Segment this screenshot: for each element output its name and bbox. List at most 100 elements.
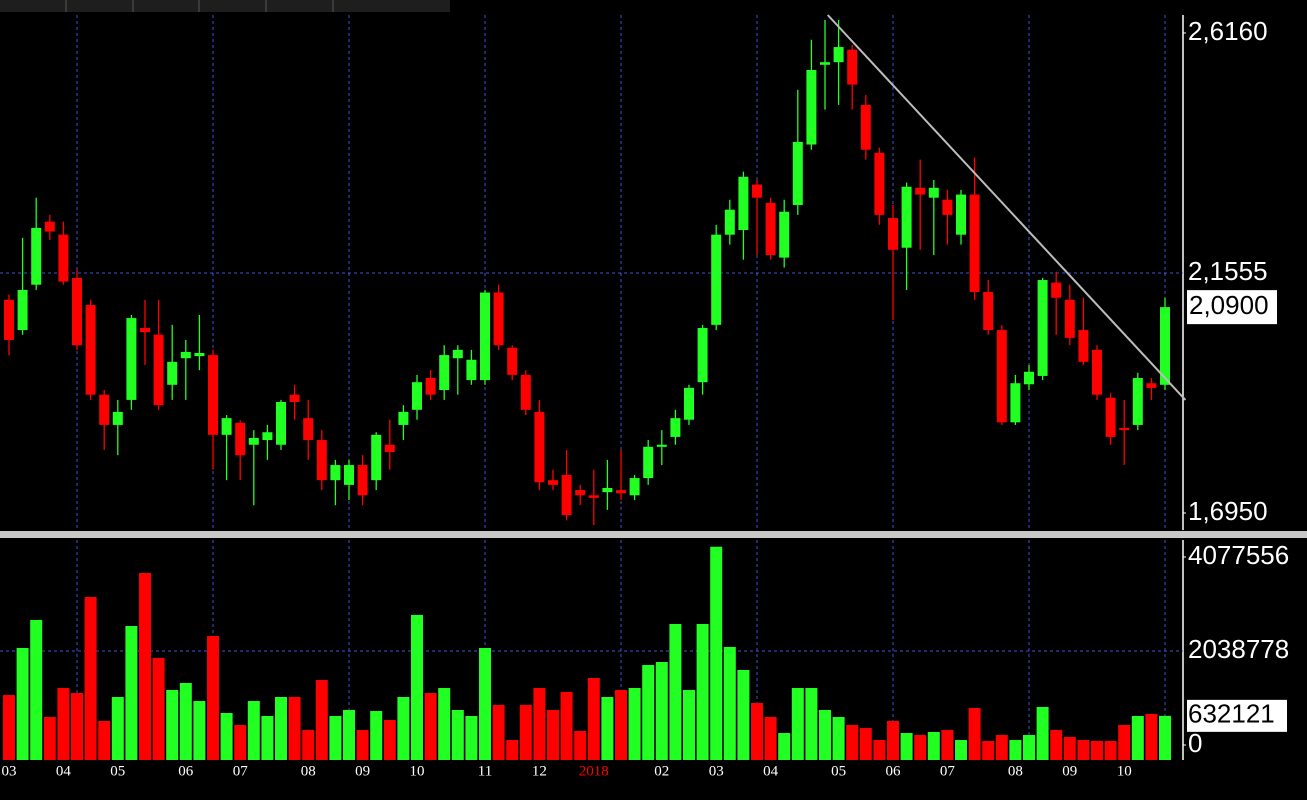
volume-bar — [683, 689, 695, 760]
candle-body — [820, 62, 830, 65]
candle-body — [629, 478, 640, 496]
x-tick-label: 03 — [709, 763, 724, 779]
toolbar — [0, 0, 450, 12]
volume-bar — [383, 720, 396, 760]
volume-bar — [506, 740, 519, 760]
candle-body — [1010, 383, 1021, 423]
volume-bar — [914, 734, 927, 760]
x-tick-label: 10 — [410, 763, 425, 779]
volume-bar — [655, 662, 668, 760]
volume-bar — [247, 701, 260, 760]
volume-bar — [43, 717, 56, 760]
x-tick-label: 05 — [831, 763, 846, 779]
volume-bar — [791, 688, 804, 760]
candle-body — [384, 444, 395, 453]
candle-body — [289, 394, 300, 402]
volume-bar — [111, 697, 124, 760]
candle-body — [248, 437, 259, 445]
candle-body — [85, 305, 96, 395]
candle-body — [357, 465, 368, 496]
x-tick-label: 04 — [56, 763, 72, 779]
last-price-label: 2,0900 — [1189, 290, 1269, 320]
candle-body — [724, 209, 735, 235]
volume-bar — [533, 688, 546, 760]
candle-body — [548, 480, 558, 485]
volume-bar — [438, 688, 451, 760]
candle-body — [303, 418, 314, 441]
candle-body — [167, 361, 178, 385]
candle-body — [412, 382, 422, 410]
volume-bar — [873, 740, 886, 760]
trendline — [826, 14, 1187, 401]
candle-body — [276, 401, 286, 445]
volume-bar — [669, 624, 682, 760]
volume-bar — [778, 733, 791, 760]
volume-bar — [560, 691, 573, 760]
volume-bar — [982, 740, 995, 760]
candle-body — [262, 432, 273, 441]
candle-body — [520, 374, 531, 410]
volume-bar — [737, 669, 750, 760]
candle-body — [180, 351, 191, 359]
candle-body — [316, 440, 327, 481]
volume-bar — [941, 730, 954, 760]
volume-bar — [125, 625, 138, 760]
volume-bar — [1023, 734, 1035, 760]
volume-bar — [846, 724, 859, 760]
candle-body — [1078, 330, 1089, 362]
panel-separator — [0, 531, 1307, 538]
candle-body — [44, 221, 55, 232]
candle-body — [588, 495, 599, 498]
candle-body — [996, 330, 1007, 423]
candle-body — [915, 187, 926, 195]
volume-bar — [1159, 715, 1171, 760]
y-tick-label: 2,1555 — [1188, 256, 1268, 286]
volume-bar — [343, 710, 355, 760]
x-tick-label: 06 — [886, 763, 902, 779]
volume-bar — [1131, 715, 1144, 760]
volume-bar — [1036, 707, 1049, 760]
x-tick-label: 09 — [1062, 763, 1077, 779]
candle-body — [235, 422, 246, 456]
volume-bar — [492, 704, 505, 760]
volume-bar — [1091, 740, 1103, 760]
volume-bar — [1077, 740, 1090, 760]
y-tick-label: 2038778 — [1188, 634, 1289, 664]
candle-body — [194, 352, 205, 357]
candle-body — [833, 47, 844, 63]
candle-body — [72, 277, 82, 346]
volume-bar — [315, 679, 328, 760]
x-tick-label: 08 — [1008, 763, 1023, 779]
volume-bar — [356, 730, 369, 760]
x-tick-label: 02 — [654, 763, 669, 779]
candle-body — [480, 292, 490, 381]
volume-bar — [628, 688, 641, 760]
candle-body — [153, 334, 164, 406]
toolbar-strip — [0, 0, 450, 12]
candle-body — [684, 387, 694, 420]
volume-bar — [696, 624, 709, 760]
volume-bar — [57, 688, 70, 760]
candle-body — [507, 347, 518, 375]
volume-bar — [819, 710, 831, 760]
candle-body — [344, 465, 354, 485]
candle-body — [942, 199, 953, 215]
candle-body — [806, 69, 817, 145]
volume-bar — [710, 546, 723, 760]
volume-bar — [601, 697, 614, 760]
candle-body — [112, 411, 123, 425]
volume-bar — [859, 727, 872, 760]
candle-body — [656, 444, 667, 447]
candle-body — [779, 211, 790, 258]
volume-bar — [1063, 736, 1076, 760]
candle-body — [4, 299, 14, 340]
candle-body — [711, 234, 722, 325]
candle-body — [17, 289, 28, 331]
candle-body — [221, 418, 232, 435]
candle-body — [888, 218, 898, 250]
candle-body — [616, 490, 626, 494]
volume-bar — [723, 646, 736, 760]
volume-bar — [179, 682, 192, 760]
